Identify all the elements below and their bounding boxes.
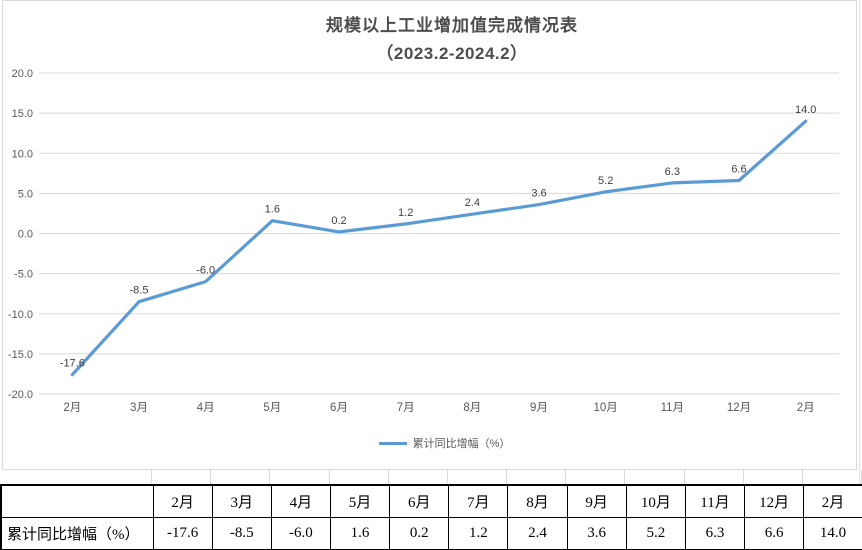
svg-text:15.0: 15.0 <box>12 108 33 120</box>
chart-object[interactable]: 规模以上工业增加值完成情况表 （2023.2-2024.2） 20.0 15.0 1… <box>2 0 857 470</box>
table-value-cell[interactable]: 5.2 <box>625 517 686 550</box>
table-header-cell[interactable] <box>0 484 154 518</box>
worksheet-gridlines <box>0 470 862 484</box>
svg-text:7月: 7月 <box>397 402 415 414</box>
svg-text:0.0: 0.0 <box>18 229 33 241</box>
svg-text:6.6: 6.6 <box>731 164 746 176</box>
table-header-cell[interactable]: 9月 <box>566 484 627 518</box>
svg-text:9月: 9月 <box>530 402 548 414</box>
svg-text:-5.0: -5.0 <box>14 269 33 281</box>
table-value-cell[interactable]: 6.6 <box>744 517 805 550</box>
svg-text:0.2: 0.2 <box>331 215 346 227</box>
svg-text:-6.0: -6.0 <box>196 265 215 277</box>
table-value-cell[interactable]: 1.2 <box>448 517 509 550</box>
table-value-cell[interactable]: 3.6 <box>566 517 627 550</box>
chart-legend: 累计同比增幅（%） <box>3 435 856 451</box>
svg-text:5.0: 5.0 <box>18 188 33 200</box>
legend-label: 累计同比增幅（%） <box>412 438 511 450</box>
table-header-row: 2月 3月 4月 5月 6月 7月 8月 9月 10月 11月 12月 2月 <box>0 484 862 518</box>
worksheet-gridline <box>624 470 625 484</box>
svg-text:2月: 2月 <box>797 402 815 414</box>
data-labels: -17.6 -8.5 -6.0 1.6 0.2 1.2 2.4 3.6 5.2 6.3 6.6 14.… <box>60 104 817 370</box>
worksheet-gridline <box>684 470 685 484</box>
svg-text:5月: 5月 <box>263 402 281 414</box>
table-value-cell[interactable]: 1.6 <box>329 517 391 550</box>
worksheet-gridline <box>269 470 270 484</box>
svg-text:14.0: 14.0 <box>795 104 816 116</box>
table-header-cell[interactable]: 6月 <box>389 484 450 518</box>
worksheet-gridline <box>210 470 211 484</box>
svg-text:6.3: 6.3 <box>665 166 680 178</box>
svg-text:4月: 4月 <box>197 402 215 414</box>
svg-text:3.6: 3.6 <box>531 188 546 200</box>
table-header-cell[interactable]: 3月 <box>211 484 272 518</box>
y-axis-labels: 20.0 15.0 10.0 5.0 0.0 -5.0 -10.0 -15.0 -20.0 <box>8 68 33 401</box>
x-axis-labels: 2月 3月 4月 5月 6月 7月 8月 9月 10月 11月 12月 2月 <box>63 402 814 414</box>
legend-line-marker-icon <box>378 441 407 445</box>
table-value-cell[interactable]: 0.2 <box>389 517 450 550</box>
table-value-cell[interactable]: -6.0 <box>270 517 331 550</box>
table-header-cell[interactable]: 2月 <box>803 484 862 518</box>
svg-text:-17.6: -17.6 <box>60 358 85 370</box>
svg-text:20.0: 20.0 <box>12 68 33 80</box>
worksheet-gridline <box>802 470 803 484</box>
table-header-cell[interactable]: 2月 <box>152 484 213 518</box>
worksheet-gridline <box>565 470 566 484</box>
table-header-cell[interactable]: 4月 <box>270 484 331 518</box>
svg-text:-15.0: -15.0 <box>8 349 33 361</box>
svg-text:1.6: 1.6 <box>265 204 280 216</box>
line-plot: 20.0 15.0 10.0 5.0 0.0 -5.0 -10.0 -15.0 -20.0 2月 3… <box>8 68 839 414</box>
table-header-cell[interactable]: 11月 <box>684 484 746 518</box>
row-label-cell[interactable]: 累计同比增幅（%） <box>0 517 154 550</box>
chart-subtitle: （2023.2-2024.2） <box>376 43 528 63</box>
svg-text:-10.0: -10.0 <box>8 309 33 321</box>
svg-text:-20.0: -20.0 <box>8 389 33 401</box>
series-line <box>70 119 808 377</box>
table-header-cell[interactable]: 12月 <box>744 484 805 518</box>
table-value-cell[interactable]: 6.3 <box>684 517 746 550</box>
svg-text:-8.5: -8.5 <box>130 285 149 297</box>
table-header-cell[interactable]: 8月 <box>507 484 568 518</box>
worksheet-column-gridline <box>859 0 860 484</box>
chart-title-block: 规模以上工业增加值完成情况表 （2023.2-2024.2） <box>3 12 856 67</box>
gridlines <box>39 72 839 395</box>
worksheet-gridline <box>506 470 507 484</box>
table-value-cell[interactable]: 14.0 <box>803 517 862 550</box>
data-table: 2月 3月 4月 5月 6月 7月 8月 9月 10月 11月 12月 2月 累计同比增幅（%） -17.… <box>0 484 862 550</box>
svg-text:2月: 2月 <box>63 402 81 414</box>
svg-text:6月: 6月 <box>330 402 348 414</box>
table-value-cell[interactable]: -17.6 <box>152 517 213 550</box>
table-header-cell[interactable]: 5月 <box>329 484 391 518</box>
svg-text:11月: 11月 <box>661 402 684 414</box>
svg-text:8月: 8月 <box>463 402 481 414</box>
table-header-cell[interactable]: 10月 <box>625 484 686 518</box>
svg-text:2.4: 2.4 <box>465 197 480 209</box>
svg-text:12月: 12月 <box>727 402 751 414</box>
worksheet-gridline <box>447 470 448 484</box>
chart-title: 规模以上工业增加值完成情况表 <box>326 16 578 35</box>
svg-text:10.0: 10.0 <box>12 148 33 160</box>
table-value-cell[interactable]: -8.5 <box>211 517 272 550</box>
svg-text:5.2: 5.2 <box>598 175 613 187</box>
svg-text:3月: 3月 <box>130 402 148 414</box>
worksheet-gridline <box>388 470 389 484</box>
worksheet-gridline <box>743 470 744 484</box>
worksheet-gridline <box>151 470 152 484</box>
svg-text:1.2: 1.2 <box>398 207 413 219</box>
svg-text:10月: 10月 <box>594 402 618 414</box>
table-header-cell[interactable]: 7月 <box>448 484 509 518</box>
worksheet-gridline <box>329 470 330 484</box>
table-value-cell[interactable]: 2.4 <box>507 517 568 550</box>
table-row: 累计同比增幅（%） -17.6 -8.5 -6.0 1.6 0.2 1.2 2.4 3.6 5.2… <box>0 517 862 550</box>
